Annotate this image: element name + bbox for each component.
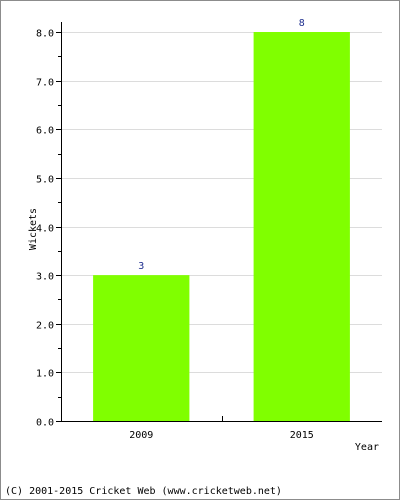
y-tick-label: 3.0	[36, 272, 54, 283]
axes	[56, 22, 382, 422]
bar-2009	[93, 275, 190, 421]
y-tick-label: 5.0	[36, 175, 54, 186]
copyright-notice: (C) 2001-2015 Cricket Web (www.cricketwe…	[5, 486, 282, 497]
bar-2015	[253, 32, 350, 421]
y-tick-label: 0.0	[36, 418, 54, 429]
y-tick-label: 7.0	[36, 78, 54, 89]
data-label-2015: 8	[299, 18, 305, 29]
y-tick-label: 6.0	[36, 126, 54, 137]
y-tick-label: 8.0	[36, 29, 54, 40]
y-tick-label: 4.0	[36, 224, 54, 235]
x-axis-label: Year	[355, 442, 379, 453]
y-tick-label: 1.0	[36, 369, 54, 380]
x-tick-label: 2015	[290, 430, 314, 441]
x-tick-label: 2009	[129, 430, 153, 441]
y-tick-labels: 0.0 1.0 2.0 3.0 4.0 5.0 6.0 7.0 8.0	[36, 29, 54, 429]
x-tick-labels: 2009 2015	[129, 430, 314, 441]
data-label-2009: 3	[138, 261, 144, 272]
bars	[93, 32, 350, 421]
data-labels: 38	[138, 18, 305, 272]
y-axis-label: Wickets	[28, 208, 39, 250]
y-tick-label: 2.0	[36, 321, 54, 332]
